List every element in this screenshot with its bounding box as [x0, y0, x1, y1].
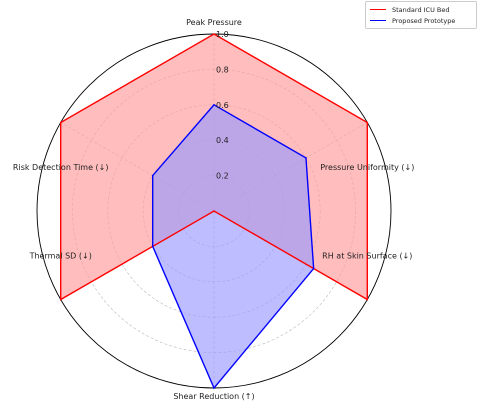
series-1-point-5: [151, 174, 154, 177]
series-0-point-0: [213, 33, 215, 35]
series-1-point-2: [312, 267, 315, 270]
legend-label-standard: Standard ICU Bed: [392, 5, 450, 14]
series-1-point-0: [213, 104, 215, 106]
series-fill-1: [152, 104, 314, 389]
tick-label-0.8: 0.8: [216, 65, 229, 74]
legend-swatch-standard: [370, 9, 386, 10]
series-0-point-5: [59, 121, 62, 124]
axis-label-1: Pressure Uniformity (↓): [320, 163, 414, 172]
series-layer: [59, 33, 369, 390]
axis-label-4: Thermal SD (↓): [29, 251, 92, 260]
series-1-point-1: [305, 157, 307, 159]
radial-ticks: 0.2 0.4 0.6 0.8 1.0: [216, 30, 229, 181]
tick-label-0.6: 0.6: [216, 101, 229, 110]
tick-label-0.4: 0.4: [216, 136, 229, 145]
axis-labels: Peak Pressure Pressure Uniformity (↓) RH a…: [13, 18, 414, 401]
axis-label-0: Peak Pressure: [186, 18, 242, 27]
series-0-point-3: [213, 210, 215, 212]
tick-label-1.0: 1.0: [216, 30, 229, 39]
legend-swatch-prototype: [370, 20, 386, 21]
legend-item-standard: Standard ICU Bed: [370, 4, 472, 15]
series-1-point-4: [151, 245, 154, 248]
tick-label-0.2: 0.2: [216, 172, 229, 181]
axis-label-5: Risk Detection Time (↓): [13, 163, 109, 172]
axis-label-2: RH at Skin Surface (↓): [322, 251, 412, 260]
series-0-point-1: [366, 121, 369, 124]
series-1-point-3: [213, 387, 215, 389]
legend-item-prototype: Proposed Prototype: [370, 15, 472, 26]
legend-label-prototype: Proposed Prototype: [392, 16, 456, 25]
legend: Standard ICU Bed Proposed Prototype: [365, 1, 477, 29]
axis-label-3: Shear Reduction (↑): [173, 392, 254, 401]
series-0-point-2: [366, 298, 369, 301]
series-0-point-4: [59, 298, 62, 301]
